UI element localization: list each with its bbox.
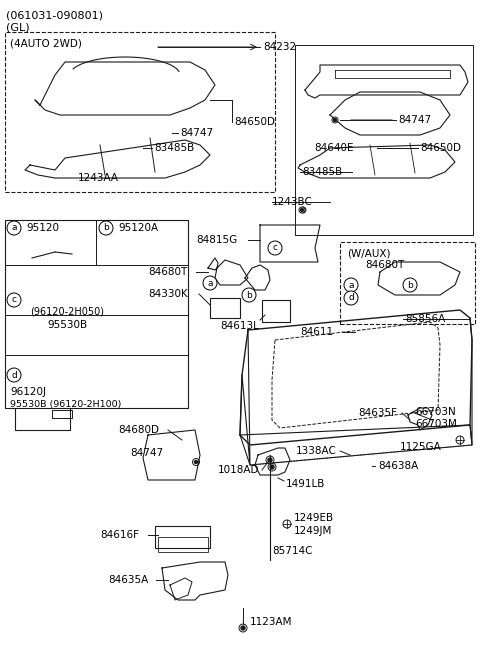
Circle shape	[94, 177, 96, 179]
Text: 84330K: 84330K	[148, 289, 188, 299]
Text: (96120-2H050): (96120-2H050)	[30, 307, 104, 317]
Text: a: a	[11, 223, 17, 233]
Text: 95120: 95120	[26, 223, 59, 233]
Circle shape	[137, 133, 143, 139]
Text: 95530B: 95530B	[47, 320, 87, 330]
Bar	[155, 526, 210, 548]
Text: 96120J: 96120J	[10, 387, 46, 397]
Circle shape	[73, 345, 77, 349]
Circle shape	[192, 459, 200, 466]
Text: c: c	[273, 244, 277, 252]
Text: 84613L: 84613L	[220, 321, 259, 331]
Text: b: b	[103, 223, 109, 233]
Circle shape	[7, 221, 21, 235]
Text: 85714C: 85714C	[272, 546, 312, 556]
Circle shape	[344, 278, 358, 292]
Text: 84815G: 84815G	[196, 235, 237, 245]
Circle shape	[301, 208, 304, 212]
Text: 84747: 84747	[180, 128, 213, 138]
Bar	[5, 220, 188, 408]
Text: 1243AA: 1243AA	[78, 173, 119, 183]
Text: 66703M: 66703M	[415, 419, 457, 429]
Text: d: d	[11, 371, 17, 380]
Circle shape	[283, 520, 291, 528]
Text: d: d	[348, 294, 354, 302]
Circle shape	[300, 208, 303, 212]
Text: 84611: 84611	[300, 327, 333, 337]
Circle shape	[241, 626, 245, 630]
Text: 84640E: 84640E	[314, 143, 353, 153]
Circle shape	[270, 465, 274, 469]
Circle shape	[268, 463, 276, 471]
Bar	[15, 395, 70, 430]
Circle shape	[92, 175, 98, 181]
Circle shape	[99, 221, 113, 235]
Text: 84747: 84747	[398, 115, 431, 125]
Text: 84680T: 84680T	[148, 267, 187, 277]
Circle shape	[239, 624, 247, 632]
Circle shape	[7, 293, 21, 307]
Circle shape	[300, 207, 306, 213]
Text: c: c	[12, 296, 16, 304]
Text: (GL): (GL)	[6, 22, 30, 32]
Text: 1249JM: 1249JM	[294, 526, 332, 536]
Circle shape	[194, 461, 197, 463]
Bar	[295, 45, 473, 235]
Text: 1123AM: 1123AM	[250, 617, 292, 627]
Text: (W/AUX): (W/AUX)	[347, 248, 391, 258]
Circle shape	[332, 117, 338, 123]
Text: 83485B: 83485B	[154, 143, 194, 153]
Text: b: b	[246, 290, 252, 300]
Bar	[158, 537, 208, 552]
Circle shape	[203, 276, 217, 290]
Text: 84747: 84747	[130, 448, 163, 458]
Text: 95120A: 95120A	[118, 223, 158, 233]
Circle shape	[299, 207, 305, 213]
Bar	[22, 250, 57, 262]
Text: 95530B (96120-2H100): 95530B (96120-2H100)	[10, 400, 121, 409]
Text: 1243BC: 1243BC	[272, 197, 313, 207]
Bar	[5, 32, 275, 192]
Bar	[262, 300, 290, 322]
Circle shape	[268, 241, 282, 255]
Bar	[210, 298, 240, 318]
Text: 66703N: 66703N	[415, 407, 456, 417]
Text: b: b	[407, 281, 413, 290]
Circle shape	[344, 291, 358, 305]
Text: 83485B: 83485B	[302, 167, 342, 177]
Circle shape	[7, 368, 21, 382]
Text: (061031-090801): (061031-090801)	[6, 10, 103, 20]
Text: 1125GA: 1125GA	[400, 442, 442, 452]
Text: 1338AC: 1338AC	[296, 446, 337, 456]
Text: 84635A: 84635A	[108, 575, 148, 585]
Text: a: a	[207, 279, 213, 288]
Text: 84635F: 84635F	[358, 408, 397, 418]
Circle shape	[456, 436, 464, 444]
Bar	[52, 410, 72, 418]
Circle shape	[139, 135, 141, 137]
Text: 1018AD: 1018AD	[218, 465, 260, 475]
Bar	[340, 242, 475, 324]
Circle shape	[268, 458, 272, 462]
Text: (4AUTO 2WD): (4AUTO 2WD)	[10, 38, 82, 48]
Text: 84616F: 84616F	[100, 530, 139, 540]
Circle shape	[266, 456, 274, 464]
Text: 84638A: 84638A	[378, 461, 418, 471]
Circle shape	[469, 317, 472, 321]
Bar	[138, 253, 168, 263]
Text: 84650D: 84650D	[234, 117, 275, 127]
Text: 84650D: 84650D	[420, 143, 461, 153]
Text: 84680D: 84680D	[118, 425, 159, 435]
Text: a: a	[348, 281, 354, 290]
Text: 85856A: 85856A	[405, 314, 445, 324]
Circle shape	[403, 278, 417, 292]
Circle shape	[334, 118, 336, 122]
Text: 84232: 84232	[263, 42, 296, 52]
Circle shape	[468, 316, 474, 322]
Text: 1249EB: 1249EB	[294, 513, 334, 523]
Text: 1491LB: 1491LB	[286, 479, 325, 489]
Circle shape	[242, 288, 256, 302]
Text: 84680T: 84680T	[365, 260, 404, 270]
